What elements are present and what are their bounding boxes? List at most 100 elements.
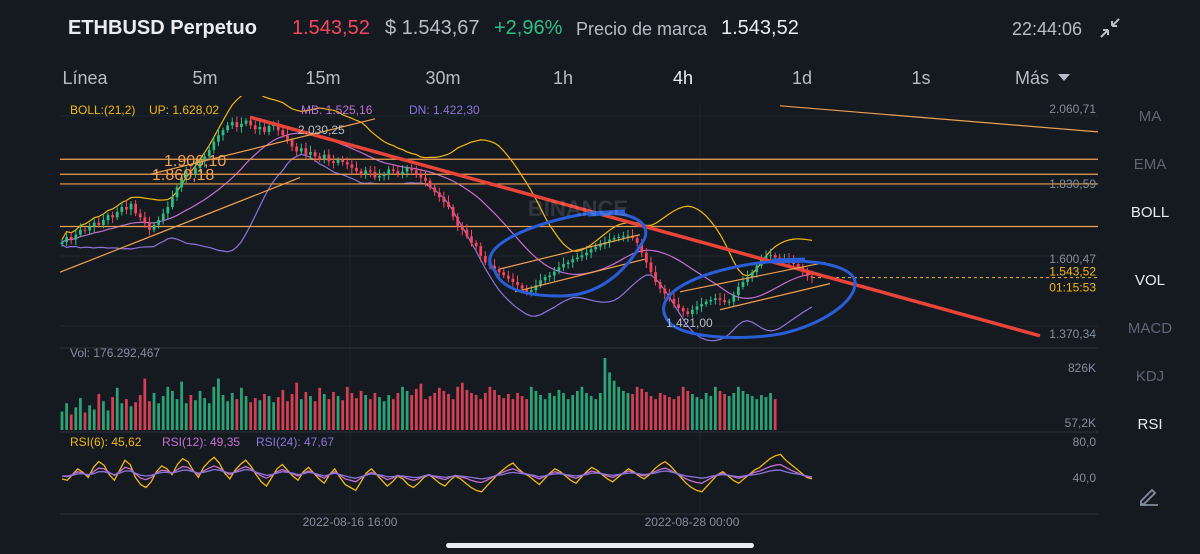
volume-bar [414,388,418,430]
candle-body [539,280,542,286]
candle-body [410,167,414,171]
candle-body [405,167,409,172]
tab-5m[interactable]: 5m [192,68,218,88]
volume-bar [437,387,441,430]
volume-bar [451,399,455,430]
volume-bar [718,390,722,430]
volume-bar [663,395,667,430]
volume-bar [148,401,151,430]
candle-body [189,171,193,175]
candle-body [681,308,685,312]
rsi-line-1 [61,463,812,484]
volume-bar [258,400,262,430]
indicator-ema[interactable]: EMA [1133,156,1167,173]
candle-body [60,242,64,245]
tab-4h[interactable]: 4h [672,68,694,88]
pencil-icon[interactable] [1138,484,1160,506]
volume-bar [244,396,248,430]
volume-bar [189,395,193,430]
indicator-rsi[interactable]: RSI [1137,416,1163,433]
volume-bar [318,387,322,430]
collapse-arrows-icon[interactable] [1098,16,1122,40]
indicator-list: MA EMA BOLL VOL MACD KDJ RSI [1100,96,1200,526]
volume-bar [621,390,625,430]
volume-bar [97,394,101,430]
candle-body [175,187,179,198]
volume-bar [111,397,114,430]
candle-body [171,197,174,207]
candle-body [364,170,368,175]
tab-30m[interactable]: 30m [425,68,461,88]
volume-bar [180,381,184,430]
volume-bar [442,390,446,430]
candle-body [663,288,667,294]
indicator-vol[interactable]: VOL [1134,272,1166,289]
volume-bar [529,386,533,430]
candle-body [658,282,662,289]
volume-bar [506,394,510,430]
clock: 22:44:06 [1012,19,1083,39]
candle-body [230,122,234,126]
ticker-header: ETHBUSD Perpetuo 1.543,52 $ 1.543,67 +2,… [0,0,1200,60]
legend-boll-name: BOLL:(21,2) [70,103,135,117]
candle-body [387,169,391,175]
volume-bar [483,392,487,430]
price-chart[interactable]: BOLL:(21,2) UP: 1.628,02 MB: 1.525,16 DN: 1… [0,96,1200,536]
candle-body [566,262,570,265]
candle-body [226,125,230,131]
volume-bar [608,372,611,430]
indicator-boll[interactable]: BOLL [1130,204,1170,221]
volume-bar [603,358,607,430]
volume-bar [217,378,220,430]
volume-bar [83,412,87,430]
volume-bar [230,392,234,430]
volume-bar [433,392,437,430]
symbol-title[interactable]: ETHBUSD Perpetuo [68,17,257,39]
rsi-axis-tick: 40,0 [1073,471,1097,485]
indicator-kdj[interactable]: KDJ [1135,368,1165,385]
volume-bar [332,391,335,430]
volume-bar [102,401,105,430]
rsi-axis-tick: 80,0 [1073,435,1097,449]
volume-bar [741,390,745,430]
candle-body [755,265,759,273]
candle-body [401,171,404,174]
tab-15m[interactable]: 15m [305,68,341,88]
tab-1d[interactable]: 1d [791,68,813,88]
tab-1s[interactable]: 1s [911,68,931,88]
candle-body [217,135,220,142]
indicator-ma[interactable]: MA [1138,108,1162,125]
volume-bar [419,383,423,430]
candle-body [737,286,740,296]
candle-body [322,154,326,160]
volume-bar [286,401,289,430]
volume-bar [644,391,648,430]
volume-bar [134,402,137,430]
volume-bar [640,388,644,430]
volume-bar [226,401,230,430]
candle-body [718,298,722,300]
volume-bar [548,392,552,430]
annotation-circle [488,211,648,298]
candle-body [276,124,280,131]
volume-bar [157,403,161,430]
volume-bar [686,390,690,430]
candle-body [198,161,202,168]
volume-bar [580,386,584,430]
candle-body [318,156,322,160]
tab-1h[interactable]: 1h [552,68,574,88]
indicator-macd[interactable]: MACD [1127,320,1173,337]
volume-bar [106,410,110,430]
volume-bar [626,392,630,430]
tab-línea[interactable]: Línea [62,68,108,88]
volume-bar [474,395,478,430]
candle-body [212,141,216,150]
candle-body [378,175,381,178]
candle-body [97,222,101,225]
candle-body [161,213,165,220]
volume-bar [341,400,345,430]
candle-body [746,277,749,282]
candle-body [281,130,285,136]
candle-body [382,174,386,176]
tab-more[interactable]: Más [1014,68,1050,88]
